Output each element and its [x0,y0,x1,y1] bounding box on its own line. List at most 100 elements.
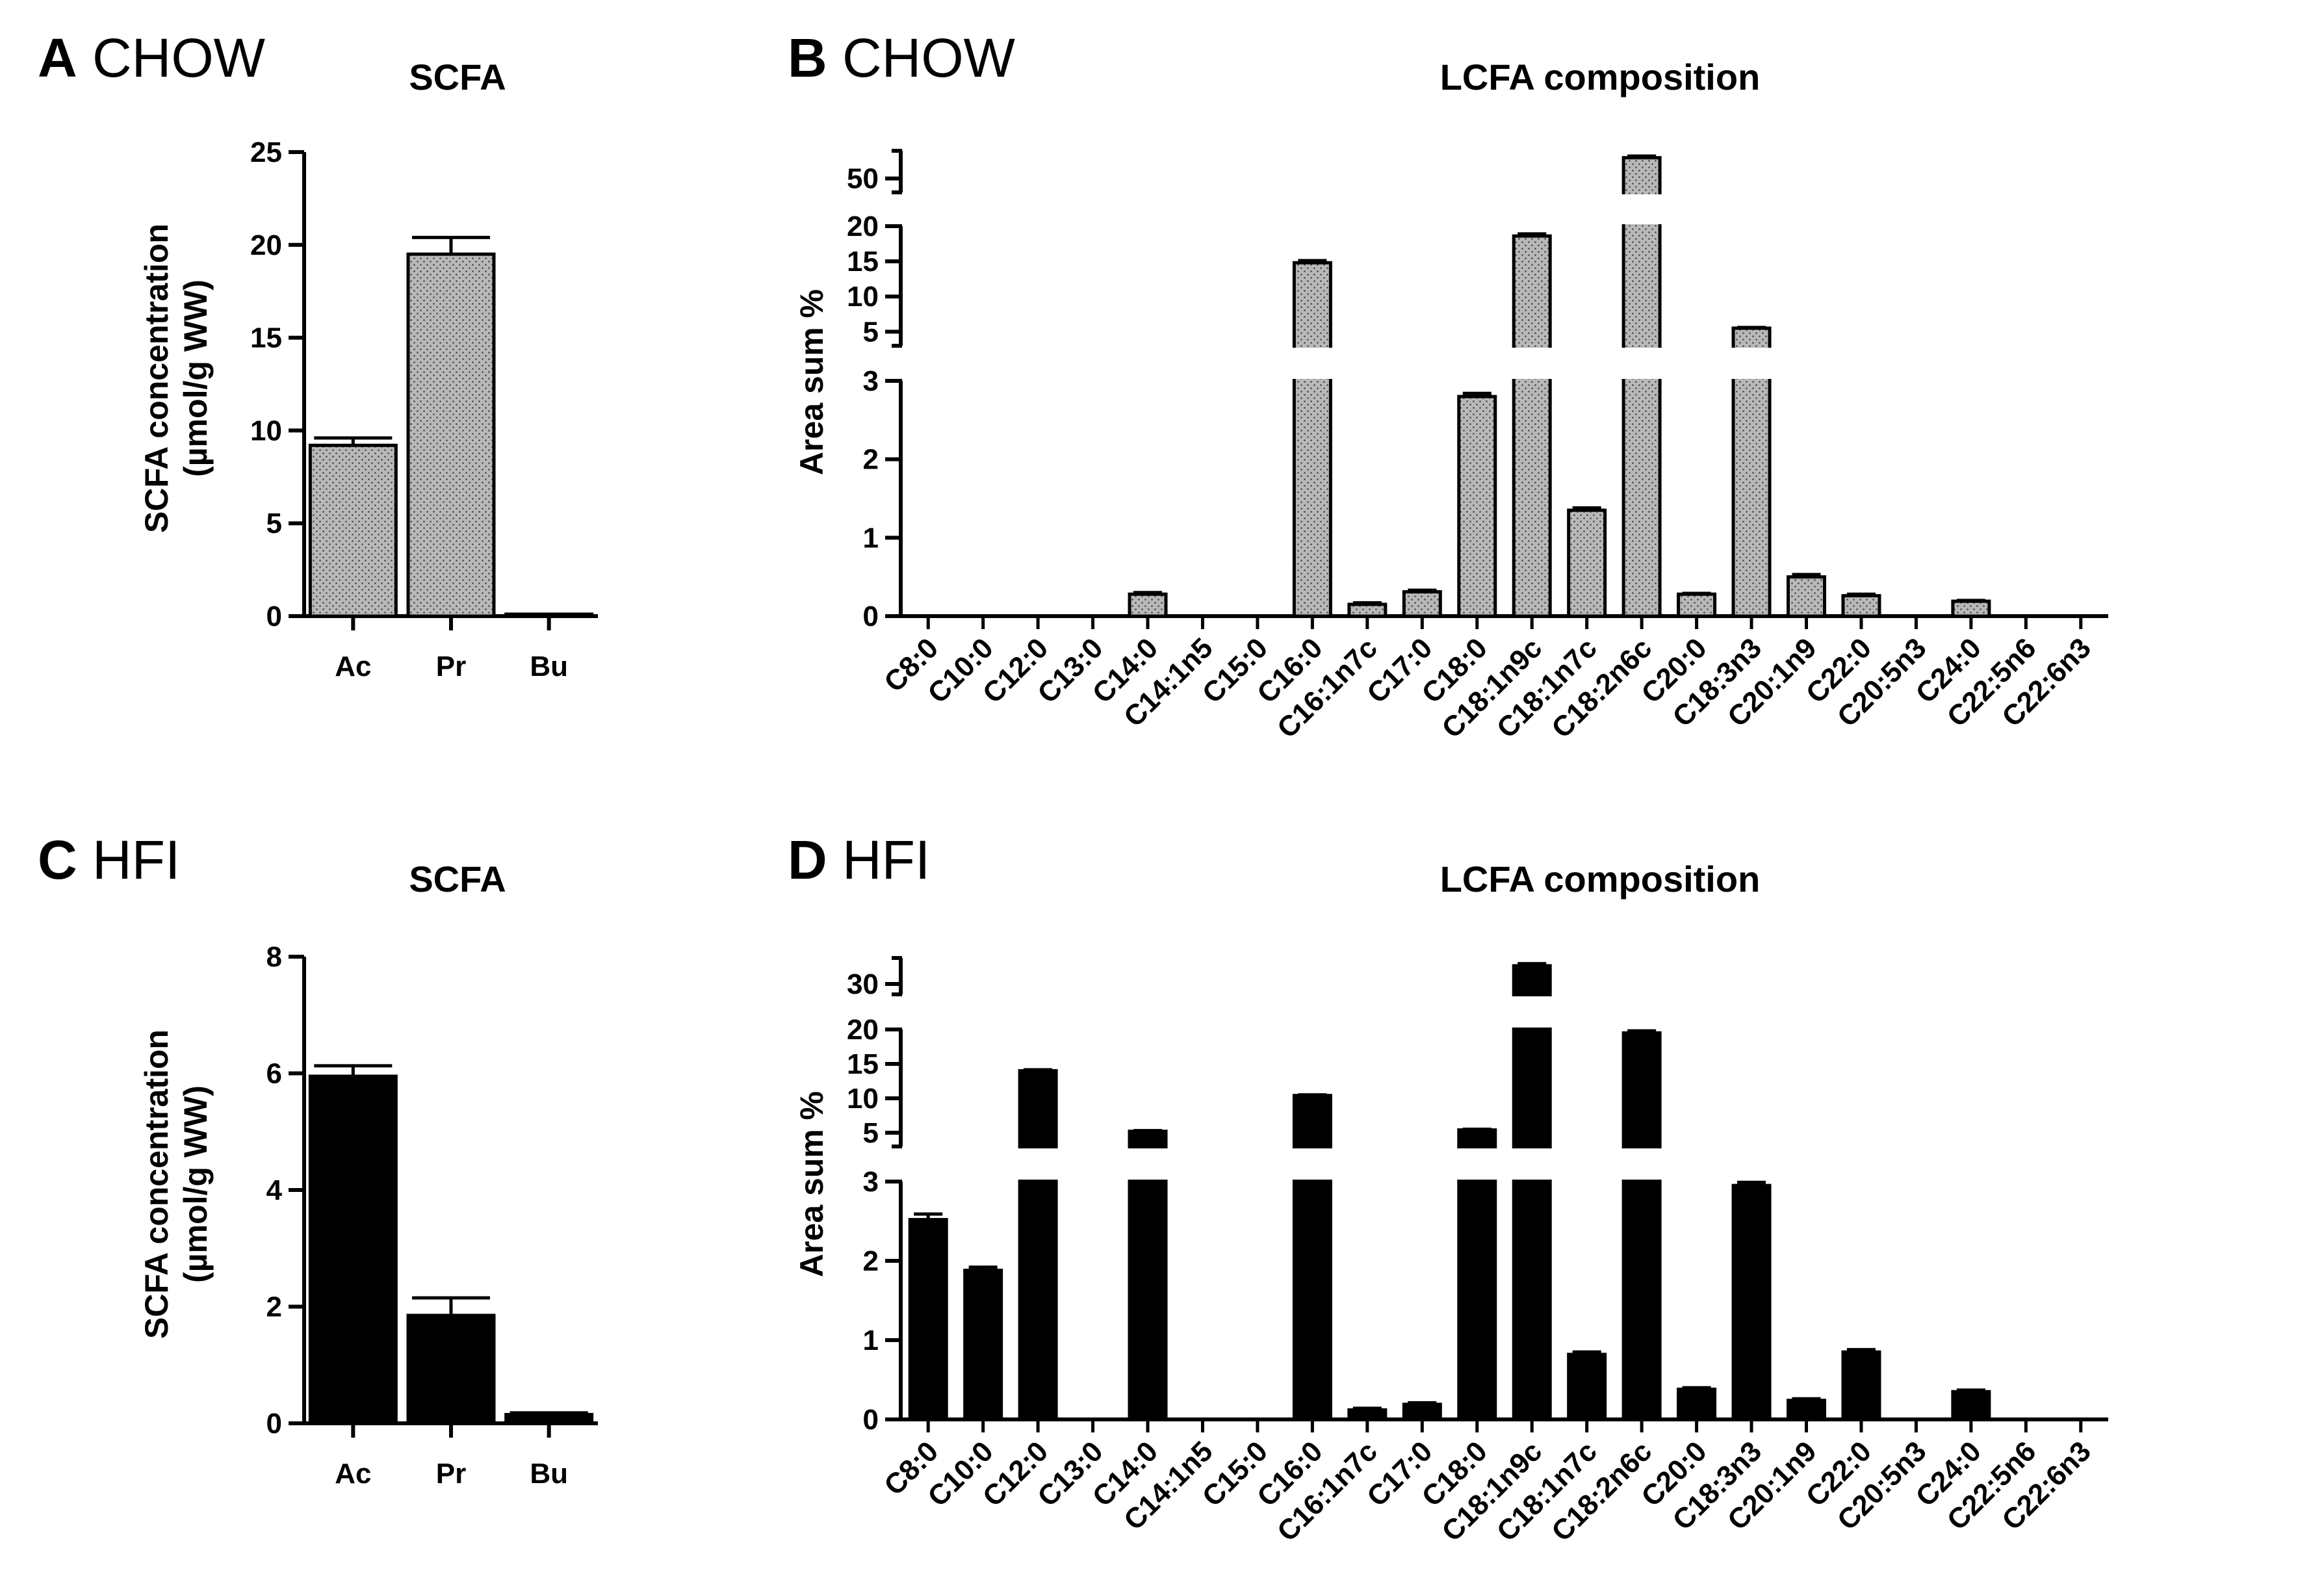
chart-a-title: SCFA [409,57,506,97]
chart-a-ylabel-line1: SCFA concentration [138,224,175,533]
chart-d-bar-break [1291,1148,1334,1180]
chart-c-y-tick-label: 2 [266,1291,282,1323]
chart-d-bar [1402,1403,1442,1421]
chart-d-bar [1841,1350,1881,1421]
chart-d-ylabel: Area sum % [794,1091,830,1277]
chart-a-ylabel-line2: (µmol/g WW) [177,279,214,477]
chart-d-bar-break [1127,1148,1169,1180]
chart-b-bar [1567,508,1607,618]
chart-b-y-tick-label: 5 [863,316,879,348]
chart-d-y-tick-label: 30 [847,968,879,1000]
chart-d-y-tick-label: 10 [847,1083,879,1115]
chart-d-bar-break [1511,1148,1553,1180]
chart-a-y-tick-label: 10 [250,415,282,446]
chart-b-y-tick-label: 0 [863,601,879,632]
chart-b-y-tick-label: 3 [863,365,879,397]
chart-d-bar-break [1017,1148,1059,1180]
chart-c-category-label: Pr [436,1458,466,1490]
chart-d-y-tick-label: 0 [863,1404,879,1436]
chart-a-y-tick-label: 15 [250,322,282,354]
chart-a-y-tick-label: 0 [266,601,282,632]
chart-d-bar [908,1218,948,1421]
chart-c-y-tick-label: 0 [266,1408,282,1440]
chart-c-category-label: Ac [335,1458,371,1490]
chart-d-y-tick-label: 15 [847,1048,879,1080]
chart-d-bar [1567,1352,1607,1421]
chart-b-bar [1621,156,1662,618]
chart-c-ylabel-line1: SCFA concentration [138,1029,175,1339]
chart-d-bar-break [1511,996,1553,1028]
chart-c-bar [308,1074,398,1425]
chart-b-ylabel: Area sum % [794,289,830,475]
chart-b-bar [1787,575,1826,618]
chart-d-bar [1347,1408,1388,1421]
chart-c-ylabel-line2: (µmol/g WW) [177,1085,214,1283]
chart-c-bar [406,1313,496,1425]
chart-c-title: SCFA [409,859,506,899]
panel-b-diet: CHOW [842,27,1015,88]
panel-b-letter: B [788,27,827,88]
chart-d-bar [1018,1069,1058,1421]
chart-d-title: LCFA composition [1440,859,1761,899]
chart-c-y-tick-label: 4 [266,1174,283,1206]
chart-d-bar [1787,1399,1826,1421]
chart-b-bar [1292,261,1332,618]
panel-c-letter: C [38,829,77,890]
chart-a-y-tick-label: 25 [250,136,282,168]
chart-b-bar-break [1731,348,1773,379]
chart-b-bar-break [1621,348,1663,379]
chart-d-plot: 0123510152030C8:0C10:0C12:0C13:0C14:0C14… [847,956,2108,1547]
chart-a-category-label: Bu [530,651,568,682]
chart-d-bar [1292,1094,1332,1421]
chart-d-y-tick-label: 3 [863,1166,879,1198]
chart-a-y-tick-label: 5 [266,508,282,539]
chart-b-y-tick-label: 50 [847,163,879,195]
chart-b-y-tick-label: 2 [863,444,879,476]
panel-a-diet: CHOW [92,27,265,88]
chart-c-y-tick-label: 6 [266,1058,282,1090]
chart-b-bar-break [1621,194,1663,224]
panel-c-diet: HFI [92,829,180,890]
chart-a-y-tick-label: 20 [250,229,282,261]
chart-d-bar [963,1269,1003,1421]
chart-d-y-tick-label: 2 [863,1245,879,1277]
chart-b-y-tick-label: 15 [847,246,879,278]
chart-d-bar [1951,1390,1991,1421]
chart-d-bar [1512,964,1552,1421]
chart-a-category-label: Ac [335,651,371,682]
chart-a-category-label: Pr [436,651,466,682]
panel-a-letter: A [38,27,77,88]
chart-d-y-tick-label: 20 [847,1014,879,1046]
chart-c-y-tick-label: 8 [266,941,282,973]
chart-a-bar [308,443,398,618]
chart-b-bar [1402,590,1442,618]
chart-b-bar [1457,394,1497,618]
chart-b-bar-break [1291,348,1334,379]
chart-b-bar [1841,594,1881,618]
chart-b-bar [1347,602,1388,618]
panel-d-letter: D [788,829,827,890]
chart-b-bar [1951,599,1991,618]
chart-c-bar [504,1413,594,1425]
chart-b-bar [1128,592,1168,618]
chart-d-bar-break [1456,1148,1498,1180]
chart-b-title: LCFA composition [1440,57,1761,97]
chart-b-y-tick-label: 1 [863,522,879,554]
chart-b-plot: 0123510152050C8:0C10:0C12:0C13:0C14:0C14… [847,149,2108,744]
chart-d-bar-break [1621,1148,1663,1180]
chart-b-y-tick-label: 20 [847,211,879,242]
panel-d-diet: HFI [842,829,930,890]
chart-d-y-tick-label: 5 [863,1117,879,1149]
chart-a-plot: 0 5 10 15 20 25 Ac Pr Bu [250,136,598,682]
chart-c-plot: 0 2 4 6 8 Ac Pr Bu [266,941,598,1490]
chart-d-y-tick-label: 1 [863,1325,879,1356]
chart-d-bar [1621,1031,1662,1421]
chart-b-bar-break [1511,348,1553,379]
chart-b-y-tick-label: 10 [847,281,879,313]
chart-d-bar [1677,1388,1717,1421]
chart-c-category-label: Bu [530,1458,568,1490]
chart-b-bar [1512,234,1552,618]
chart-a-bar [406,252,496,618]
chart-b-bar [1677,592,1717,618]
